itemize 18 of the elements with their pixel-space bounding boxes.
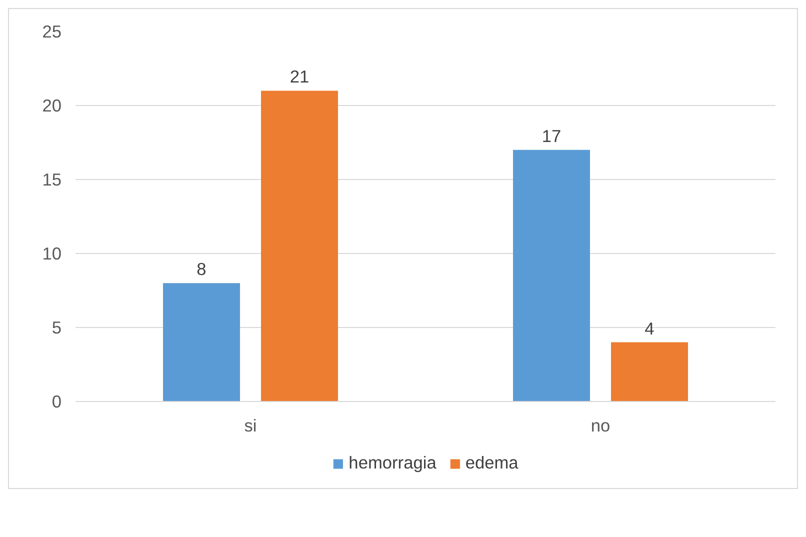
y-tick-label: 20 xyxy=(42,96,62,116)
bar xyxy=(611,342,688,402)
y-tick-label: 0 xyxy=(52,392,62,412)
y-tick-label: 25 xyxy=(42,22,62,42)
y-tick-label: 10 xyxy=(42,244,62,264)
data-label: 21 xyxy=(290,66,310,87)
legend-label: hemorragia xyxy=(348,452,436,474)
bar xyxy=(513,150,590,402)
data-label: 4 xyxy=(644,318,655,338)
data-label: 8 xyxy=(196,259,206,280)
legend-label: edema xyxy=(465,452,518,474)
y-tick-label: 15 xyxy=(42,170,62,190)
bar xyxy=(163,283,240,402)
bar xyxy=(261,90,338,402)
x-tick-label: no xyxy=(590,416,610,436)
data-label: 17 xyxy=(542,126,562,146)
x-tick-label: si xyxy=(244,416,257,436)
y-tick-label: 5 xyxy=(52,318,62,338)
